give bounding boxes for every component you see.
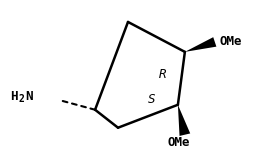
Text: N: N [25, 90, 33, 103]
Text: H: H [10, 90, 18, 103]
Text: S: S [148, 93, 156, 106]
Text: OMe: OMe [220, 35, 242, 48]
Text: R: R [159, 68, 167, 81]
Polygon shape [185, 37, 216, 52]
Polygon shape [178, 105, 190, 136]
Text: OMe: OMe [168, 136, 190, 149]
Text: 2: 2 [18, 94, 24, 104]
